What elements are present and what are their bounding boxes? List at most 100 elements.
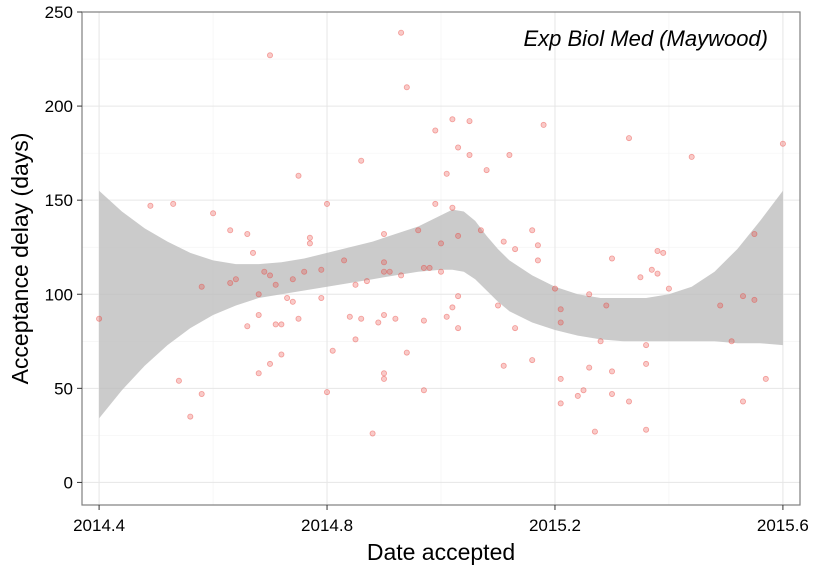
x-axis-ticks: 2014.4 2014.8 2015.2 2015.6	[73, 505, 809, 535]
data-point	[415, 227, 422, 234]
data-point	[403, 84, 410, 91]
data-point	[466, 151, 473, 158]
x-axis-title: Date accepted	[367, 539, 515, 565]
data-point	[420, 317, 427, 324]
data-point	[306, 240, 313, 247]
data-point	[500, 362, 507, 369]
data-point	[643, 426, 650, 433]
data-point	[665, 285, 672, 292]
data-point	[586, 291, 593, 298]
data-point	[643, 342, 650, 349]
data-point	[779, 140, 786, 147]
data-point	[323, 389, 330, 396]
data-point	[529, 227, 536, 234]
data-points	[96, 29, 786, 437]
plot-panel-border	[81, 11, 801, 506]
data-point	[654, 270, 661, 277]
data-point	[449, 204, 456, 211]
data-point	[380, 375, 387, 382]
chart-title: Exp Biol Med (Maywood)	[523, 26, 768, 51]
data-point	[318, 266, 325, 273]
data-point	[187, 413, 194, 420]
data-point	[306, 234, 313, 241]
data-point	[426, 264, 433, 271]
data-point	[352, 281, 359, 288]
data-point	[329, 347, 336, 354]
data-point	[96, 315, 103, 322]
data-point	[346, 313, 353, 320]
data-point	[512, 325, 519, 332]
data-point	[266, 272, 273, 279]
data-point	[557, 375, 564, 382]
y-tick-label: 250	[45, 3, 73, 22]
confidence-ribbon	[99, 190, 783, 419]
data-point	[449, 116, 456, 123]
data-point	[580, 387, 587, 394]
data-point	[637, 274, 644, 281]
data-point	[420, 264, 427, 271]
data-point	[198, 390, 205, 397]
data-point	[740, 293, 747, 300]
data-point	[175, 377, 182, 384]
data-point	[363, 278, 370, 285]
data-point	[586, 364, 593, 371]
x-tick-label: 2015.2	[529, 516, 581, 535]
data-point	[740, 398, 747, 405]
data-point	[386, 268, 393, 275]
x-tick-label: 2014.8	[301, 516, 353, 535]
data-point	[232, 276, 239, 283]
data-point	[369, 430, 376, 437]
data-point	[449, 304, 456, 311]
data-point	[380, 230, 387, 237]
data-point	[688, 153, 695, 160]
data-point	[477, 227, 484, 234]
data-point	[244, 323, 251, 330]
y-tick-label: 200	[45, 97, 73, 116]
data-point	[512, 246, 519, 253]
data-point	[352, 336, 359, 343]
data-point	[494, 302, 501, 309]
data-point	[255, 291, 262, 298]
y-axis-title: Acceptance delay (days)	[7, 133, 33, 385]
data-point	[660, 249, 667, 256]
data-point	[398, 29, 405, 36]
data-point	[272, 321, 279, 328]
data-point	[266, 360, 273, 367]
data-point	[380, 259, 387, 266]
data-point	[170, 200, 177, 207]
data-point	[455, 232, 462, 239]
data-point	[506, 151, 513, 158]
data-point	[552, 285, 559, 292]
y-tick-label: 150	[45, 191, 73, 210]
data-point	[432, 127, 439, 134]
data-point	[198, 283, 205, 290]
data-point	[603, 302, 610, 309]
data-point	[380, 268, 387, 275]
data-point	[358, 315, 365, 322]
data-point	[626, 135, 633, 142]
data-point	[289, 276, 296, 283]
data-point	[626, 398, 633, 405]
y-tick-label: 50	[54, 379, 73, 398]
data-point	[574, 392, 581, 399]
data-point	[437, 240, 444, 247]
data-point	[403, 349, 410, 356]
data-point	[255, 370, 262, 377]
data-point	[301, 268, 308, 275]
data-point	[272, 281, 279, 288]
data-point	[210, 210, 217, 217]
data-point	[609, 390, 616, 397]
data-point	[534, 257, 541, 264]
data-point	[557, 306, 564, 313]
data-point	[392, 315, 399, 322]
y-tick-label: 100	[45, 285, 73, 304]
data-point	[466, 118, 473, 125]
data-point	[437, 268, 444, 275]
data-point	[643, 360, 650, 367]
data-point	[483, 167, 490, 174]
data-point	[557, 400, 564, 407]
data-point	[762, 375, 769, 382]
y-tick-label: 0	[64, 473, 73, 492]
data-point	[455, 325, 462, 332]
